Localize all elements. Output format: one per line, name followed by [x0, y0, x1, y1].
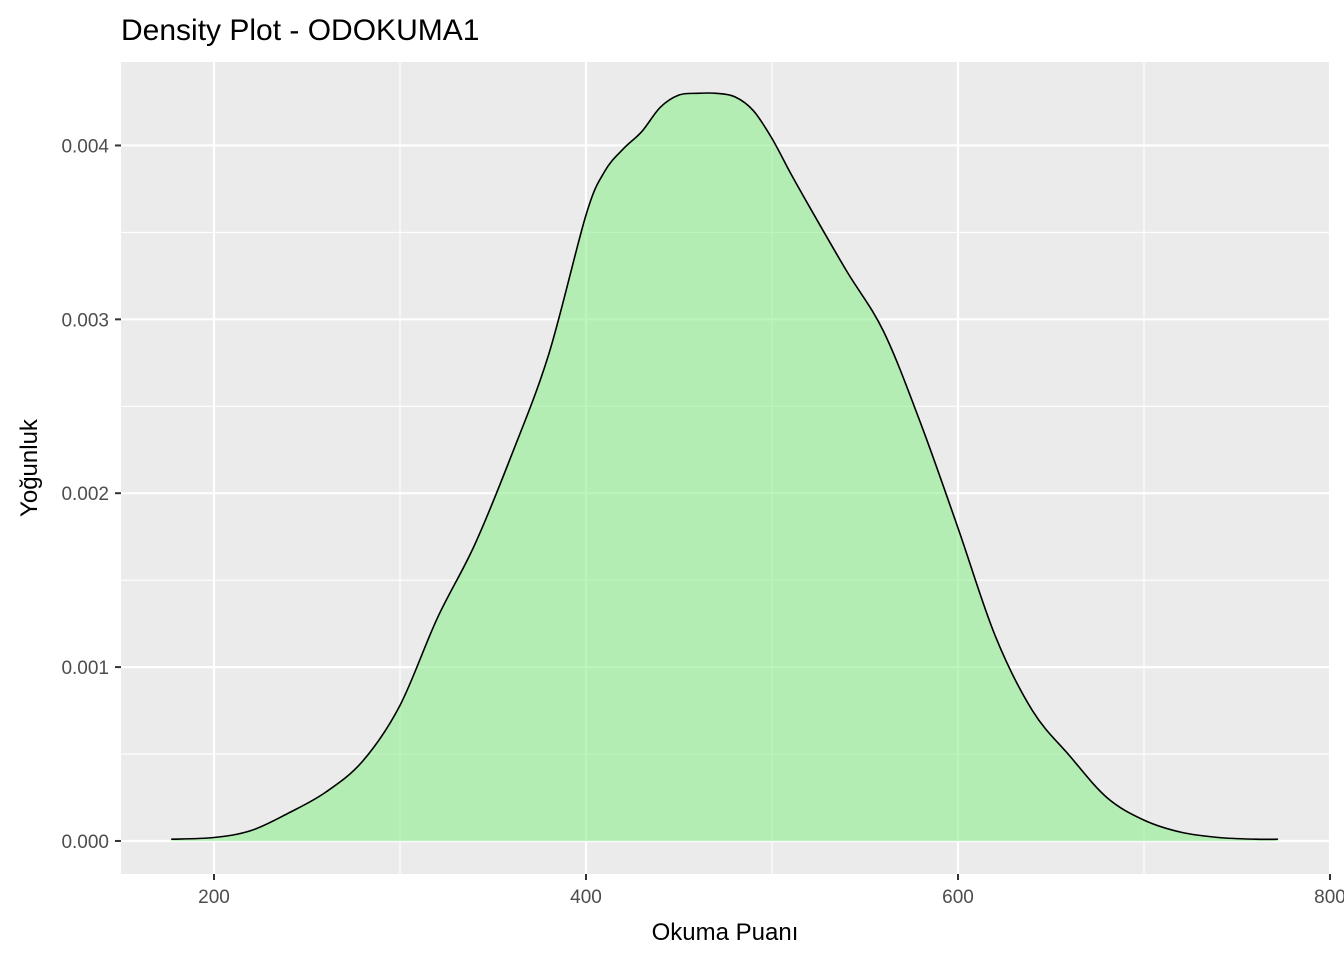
- x-tick-label: 600: [942, 887, 974, 908]
- y-tick-label: 0.002: [61, 484, 109, 505]
- y-tick-label: 0.004: [61, 136, 109, 157]
- y-axis-title: Yoğunluk: [16, 418, 43, 517]
- x-tick-label: 200: [198, 887, 230, 908]
- density-area-fill: [171, 92, 1278, 841]
- x-axis-title: Okuma Puanı: [652, 919, 799, 946]
- x-tick-label: 800: [1314, 887, 1344, 908]
- chart-title: Density Plot - ODOKUMA1: [121, 14, 479, 47]
- x-tick-label: 400: [570, 887, 602, 908]
- density-curve: [171, 92, 1278, 841]
- y-tick-label: 0.003: [61, 310, 109, 331]
- y-axis: 0.000 0.001 0.002 0.003 0.004: [61, 136, 121, 853]
- y-tick-label: 0.001: [61, 658, 109, 679]
- x-axis: 200 400 600 800: [198, 874, 1344, 908]
- y-tick-label: 0.000: [61, 832, 109, 853]
